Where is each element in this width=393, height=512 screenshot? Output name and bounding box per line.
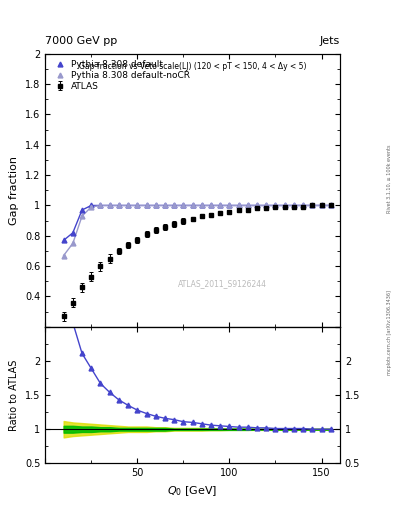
Pythia 8.308 default-noCR — [126, 202, 130, 208]
Text: Jets: Jets — [320, 36, 340, 46]
Pythia 8.308 default — [153, 202, 158, 208]
Pythia 8.308 default — [190, 202, 195, 208]
Pythia 8.308 default-noCR — [227, 202, 232, 208]
Pythia 8.308 default — [61, 237, 66, 243]
Text: 7000 GeV pp: 7000 GeV pp — [45, 36, 118, 46]
Pythia 8.308 default-noCR — [172, 202, 176, 208]
Pythia 8.308 default-noCR — [236, 202, 241, 208]
Pythia 8.308 default-noCR — [199, 202, 204, 208]
Pythia 8.308 default-noCR — [153, 202, 158, 208]
Pythia 8.308 default — [89, 202, 94, 208]
Pythia 8.308 default — [329, 202, 333, 208]
Pythia 8.308 default — [172, 202, 176, 208]
Pythia 8.308 default — [135, 202, 140, 208]
Line: Pythia 8.308 default: Pythia 8.308 default — [61, 203, 333, 243]
Pythia 8.308 default — [236, 202, 241, 208]
Pythia 8.308 default — [144, 202, 149, 208]
Line: Pythia 8.308 default-noCR: Pythia 8.308 default-noCR — [61, 203, 333, 258]
Pythia 8.308 default-noCR — [218, 202, 222, 208]
Pythia 8.308 default — [126, 202, 130, 208]
Legend: Pythia 8.308 default, Pythia 8.308 default-noCR, ATLAS: Pythia 8.308 default, Pythia 8.308 defau… — [48, 56, 194, 94]
Pythia 8.308 default-noCR — [144, 202, 149, 208]
Text: Gap fraction vs Veto scale(LJ) (120 < pT < 150, 4 < Δy < 5): Gap fraction vs Veto scale(LJ) (120 < pT… — [79, 62, 306, 71]
Pythia 8.308 default-noCR — [98, 202, 103, 208]
Pythia 8.308 default-noCR — [310, 202, 315, 208]
Pythia 8.308 default-noCR — [282, 202, 287, 208]
Pythia 8.308 default-noCR — [264, 202, 269, 208]
Pythia 8.308 default-noCR — [89, 204, 94, 210]
Pythia 8.308 default-noCR — [61, 252, 66, 259]
Pythia 8.308 default-noCR — [246, 202, 250, 208]
Y-axis label: Gap fraction: Gap fraction — [9, 156, 19, 225]
Pythia 8.308 default-noCR — [107, 202, 112, 208]
Text: ATLAS_2011_S9126244: ATLAS_2011_S9126244 — [178, 279, 266, 288]
Pythia 8.308 default — [98, 202, 103, 208]
Pythia 8.308 default — [181, 202, 186, 208]
Pythia 8.308 default — [70, 230, 75, 236]
Pythia 8.308 default-noCR — [273, 202, 278, 208]
Pythia 8.308 default-noCR — [70, 240, 75, 246]
Text: Rivet 3.1.10, ≥ 100k events: Rivet 3.1.10, ≥ 100k events — [387, 145, 392, 214]
Pythia 8.308 default-noCR — [255, 202, 259, 208]
Pythia 8.308 default-noCR — [135, 202, 140, 208]
Text: mcplots.cern.ch [arXiv:1306.3436]: mcplots.cern.ch [arXiv:1306.3436] — [387, 290, 392, 375]
Pythia 8.308 default — [199, 202, 204, 208]
Pythia 8.308 default — [264, 202, 269, 208]
Pythia 8.308 default — [292, 202, 296, 208]
Y-axis label: Ratio to ATLAS: Ratio to ATLAS — [9, 359, 19, 431]
X-axis label: $Q_0$ [GeV]: $Q_0$ [GeV] — [167, 484, 218, 498]
Pythia 8.308 default-noCR — [301, 202, 305, 208]
Pythia 8.308 default — [301, 202, 305, 208]
Pythia 8.308 default — [246, 202, 250, 208]
Pythia 8.308 default — [107, 202, 112, 208]
Pythia 8.308 default-noCR — [319, 202, 324, 208]
Pythia 8.308 default-noCR — [181, 202, 186, 208]
Pythia 8.308 default — [282, 202, 287, 208]
Pythia 8.308 default — [319, 202, 324, 208]
Pythia 8.308 default — [310, 202, 315, 208]
Pythia 8.308 default — [163, 202, 167, 208]
Pythia 8.308 default — [209, 202, 213, 208]
Pythia 8.308 default — [227, 202, 232, 208]
Pythia 8.308 default-noCR — [116, 202, 121, 208]
Pythia 8.308 default-noCR — [209, 202, 213, 208]
Pythia 8.308 default-noCR — [163, 202, 167, 208]
Pythia 8.308 default — [218, 202, 222, 208]
Pythia 8.308 default — [273, 202, 278, 208]
Pythia 8.308 default-noCR — [292, 202, 296, 208]
Pythia 8.308 default-noCR — [329, 202, 333, 208]
Pythia 8.308 default-noCR — [80, 213, 84, 219]
Pythia 8.308 default-noCR — [190, 202, 195, 208]
Pythia 8.308 default — [80, 207, 84, 213]
Pythia 8.308 default — [255, 202, 259, 208]
Pythia 8.308 default — [116, 202, 121, 208]
